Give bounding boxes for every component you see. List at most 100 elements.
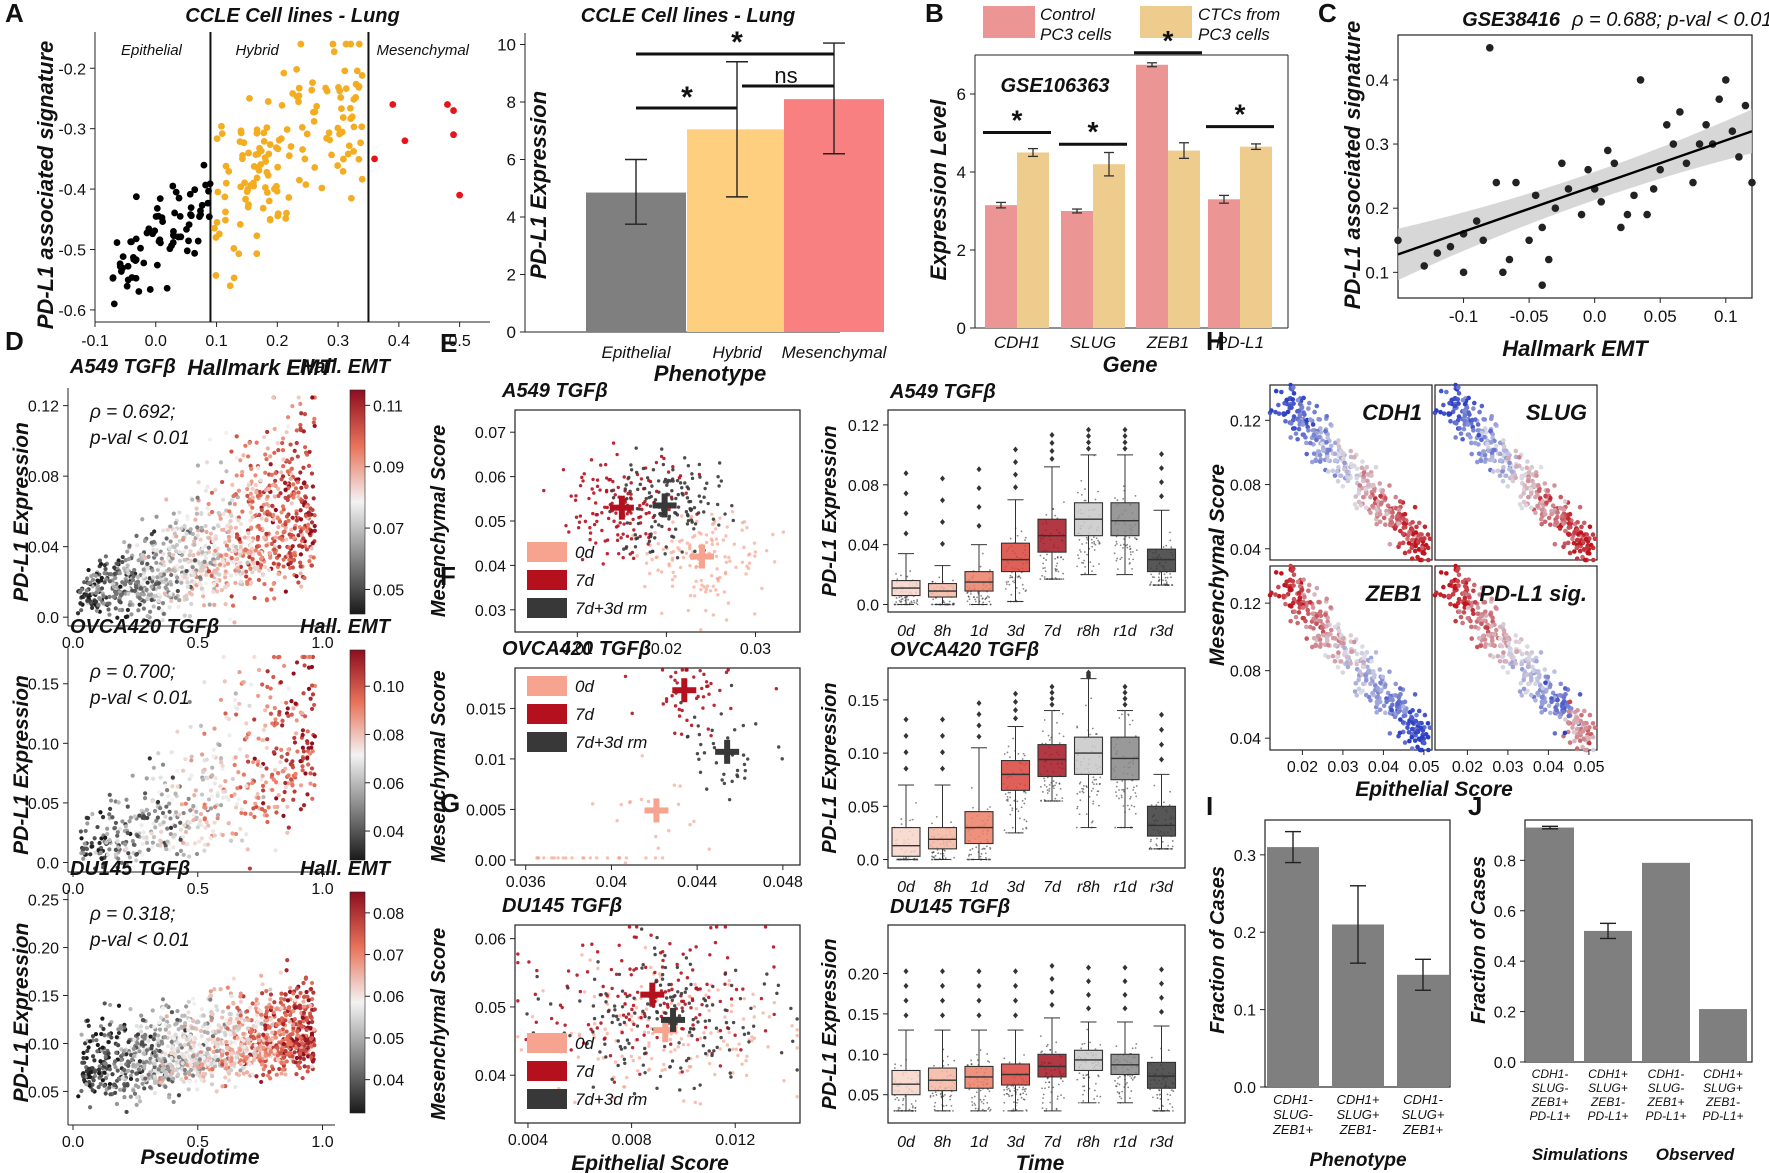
data-point bbox=[203, 552, 208, 557]
data-point bbox=[140, 852, 145, 857]
data-point bbox=[124, 797, 129, 802]
data-point bbox=[213, 548, 218, 554]
data-point bbox=[591, 477, 595, 482]
chart-title: OVCA420 TGFβ bbox=[502, 638, 651, 660]
data-point bbox=[113, 239, 121, 246]
data-point bbox=[724, 1020, 729, 1025]
data-point bbox=[1577, 210, 1586, 219]
data-point bbox=[702, 997, 706, 1001]
data-point bbox=[278, 1000, 283, 1005]
data-point bbox=[710, 539, 715, 543]
data-point bbox=[592, 1016, 597, 1021]
data-point bbox=[713, 940, 718, 945]
data-point bbox=[200, 568, 205, 573]
centroid-marker bbox=[661, 493, 668, 518]
data-point bbox=[297, 40, 305, 48]
data-point bbox=[632, 1091, 637, 1096]
data-point bbox=[90, 1034, 96, 1039]
data-point bbox=[249, 479, 254, 484]
legend-label: 7d bbox=[575, 571, 594, 590]
data-point bbox=[177, 550, 182, 555]
data-point bbox=[227, 509, 232, 514]
data-point bbox=[180, 840, 186, 845]
data-point bbox=[291, 991, 296, 996]
data-point bbox=[795, 1028, 799, 1032]
data-point bbox=[160, 997, 166, 1002]
data-point bbox=[302, 663, 307, 668]
chart-title: DU145 TGFβ bbox=[70, 858, 190, 880]
data-point bbox=[224, 469, 229, 474]
data-point bbox=[294, 511, 299, 516]
data-point bbox=[227, 617, 233, 622]
data-point bbox=[734, 987, 739, 992]
data-point bbox=[169, 1039, 174, 1045]
data-point bbox=[303, 130, 311, 138]
data-point bbox=[660, 668, 665, 672]
y-tick-label: 0.04 bbox=[848, 538, 879, 555]
x-tick-label: -0.1 bbox=[1449, 307, 1478, 326]
data-point bbox=[278, 1051, 283, 1056]
data-point bbox=[277, 1066, 282, 1072]
data-point bbox=[255, 693, 261, 698]
data-point bbox=[155, 575, 160, 580]
data-point bbox=[279, 1016, 284, 1021]
data-point bbox=[88, 580, 93, 585]
data-point bbox=[358, 175, 366, 183]
data-point bbox=[158, 1015, 164, 1020]
data-point bbox=[156, 581, 161, 586]
data-point bbox=[214, 1089, 219, 1094]
data-point bbox=[300, 745, 305, 750]
data-point bbox=[658, 972, 662, 976]
data-point bbox=[167, 551, 172, 556]
data-point bbox=[110, 815, 115, 820]
data-point bbox=[210, 773, 215, 778]
data-point bbox=[674, 670, 678, 675]
data-point bbox=[339, 167, 347, 175]
data-point bbox=[667, 988, 671, 993]
data-point bbox=[292, 491, 297, 496]
y-tick-label: 0.0 bbox=[37, 610, 59, 627]
panel-letter-H: H bbox=[1206, 326, 1225, 356]
colorbar-tick-label: 0.08 bbox=[373, 906, 404, 923]
data-point bbox=[285, 751, 290, 757]
data-point bbox=[260, 129, 268, 137]
data-point bbox=[698, 770, 703, 774]
data-point bbox=[567, 530, 571, 534]
data-point bbox=[211, 539, 216, 544]
outlier bbox=[903, 490, 909, 497]
data-point bbox=[106, 1039, 111, 1045]
data-point bbox=[180, 768, 186, 773]
data-point bbox=[644, 856, 648, 860]
data-point bbox=[185, 221, 193, 228]
data-point bbox=[116, 558, 121, 563]
data-point bbox=[727, 797, 732, 802]
data-point bbox=[658, 951, 663, 955]
data-point bbox=[635, 506, 640, 511]
data-point bbox=[198, 537, 203, 542]
data-point bbox=[340, 155, 347, 163]
data-point bbox=[573, 1100, 577, 1105]
data-point bbox=[588, 526, 592, 530]
data-point bbox=[1715, 95, 1724, 103]
data-point bbox=[134, 858, 139, 863]
data-point bbox=[211, 224, 218, 232]
data-point bbox=[125, 549, 130, 554]
data-point bbox=[268, 695, 273, 700]
data-point bbox=[186, 1010, 191, 1015]
data-point bbox=[587, 496, 591, 501]
data-point bbox=[1748, 178, 1756, 187]
data-point bbox=[229, 993, 234, 999]
data-point bbox=[1564, 185, 1573, 193]
data-point bbox=[115, 865, 120, 870]
y-tick-label: 0.20 bbox=[28, 941, 59, 958]
data-point bbox=[208, 989, 213, 994]
data-point bbox=[638, 1072, 642, 1076]
data-point bbox=[107, 1085, 112, 1090]
data-point bbox=[294, 1040, 299, 1045]
data-point bbox=[1551, 204, 1560, 212]
data-point bbox=[334, 162, 342, 169]
data-point bbox=[247, 554, 252, 560]
data-point bbox=[715, 542, 720, 546]
data-point bbox=[667, 514, 672, 519]
data-point bbox=[281, 797, 286, 803]
